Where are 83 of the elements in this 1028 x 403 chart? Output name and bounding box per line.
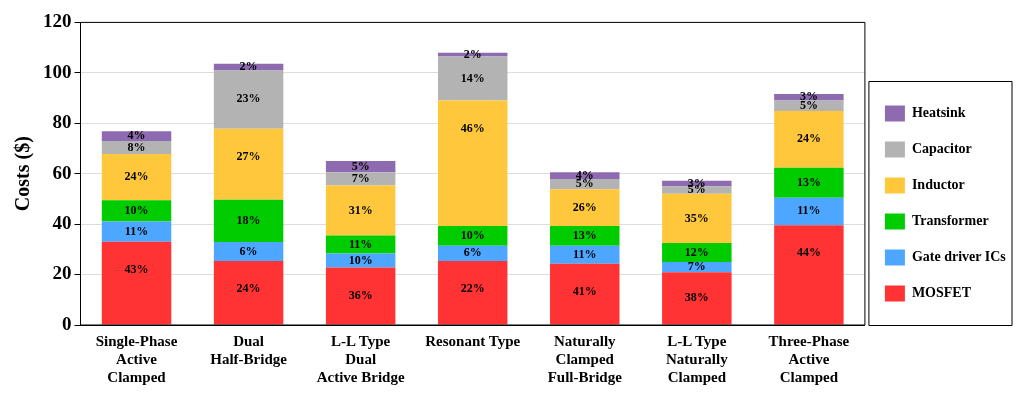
bar [101,221,172,242]
bar [101,241,172,325]
annotation: 10% [348,252,373,267]
bar [325,172,396,186]
annotation: 11% [573,246,597,261]
annotation: 14% [460,70,485,85]
bar [774,225,844,325]
y-tick-label: 0 [62,312,72,334]
y-tick-label: 120 [43,10,72,32]
annotation: 5% [351,158,370,173]
bar [437,100,508,226]
y-tick-label: 100 [43,60,72,82]
bar [325,267,396,325]
bar [325,235,396,254]
annotation: 12% [684,244,709,259]
bar [101,154,172,201]
annotation: 31% [348,202,373,217]
annotation: 26% [572,199,597,214]
annotation: 10% [124,202,149,217]
x-tick-label: Single-Phase Active Clamped [95,332,178,385]
annotation: 43% [124,261,149,276]
bar [550,263,620,325]
bar [325,253,396,268]
x-tick-label: Resonant Type [425,332,521,349]
bar [213,70,284,129]
x-tick-label: L-L Type Dual Active Bridge [316,332,405,385]
bar [213,260,284,325]
annotation: 13% [796,174,821,189]
bar [662,272,732,325]
annotation: 18% [236,212,261,227]
annotation: 6% [239,243,258,258]
annotation: 7% [687,259,706,274]
annotation: 36% [348,287,373,302]
annotation: 35% [684,210,709,225]
bar [213,242,284,261]
bar [662,193,732,244]
x-tick-label: Three-Phase Active Clamped [768,332,850,385]
bar [774,197,844,226]
annotation: 11% [124,223,149,238]
annotation: 23% [236,90,261,105]
y-axis-title: Costs ($) [11,136,35,212]
legend-label: Capacitor [911,141,972,157]
x-tick-label: L-L Type Naturally Clamped [665,332,729,385]
x-tick-label: Dual Half-Bridge [210,332,288,367]
annotation: 11% [797,203,821,218]
bar [774,110,844,168]
bar [213,128,284,200]
bar [550,189,620,226]
bar [550,245,620,264]
y-tick-label: 20 [52,262,72,284]
legend-label: Transformer [911,213,989,229]
bar [774,167,844,198]
annotation: 24% [796,131,821,145]
annotation: 38% [684,290,709,305]
annotation: 44% [796,245,821,260]
annotation: 11% [348,236,373,251]
bar [437,260,508,325]
annotation: 6% [463,245,482,260]
annotation: 22% [460,281,485,296]
annotation: 13% [572,227,597,242]
bar [437,225,508,246]
legend-label: MOSFET [911,285,972,301]
y-tick-label: 60 [52,161,72,183]
bar [662,243,732,262]
annotation: 46% [460,120,485,135]
annotation: 24% [124,169,149,184]
y-tick-label: 40 [52,212,72,234]
annotation: 10% [460,227,485,242]
bar [101,200,172,222]
bar [550,225,620,246]
bar [213,199,284,243]
annotation: 7% [351,170,370,185]
legend-label: Gate driver ICs [911,249,1007,265]
legend-label: Inductor [911,177,965,193]
bar [662,186,732,194]
x-tick-label: Naturally Clamped Full-Bridge [547,332,623,385]
bar [437,56,508,101]
legend-label: Heatsink [911,105,966,121]
annotation: 41% [572,283,597,298]
annotation: 24% [236,281,261,296]
bar [325,185,396,236]
y-tick-label: 80 [52,111,72,133]
annotation: 27% [236,148,261,163]
